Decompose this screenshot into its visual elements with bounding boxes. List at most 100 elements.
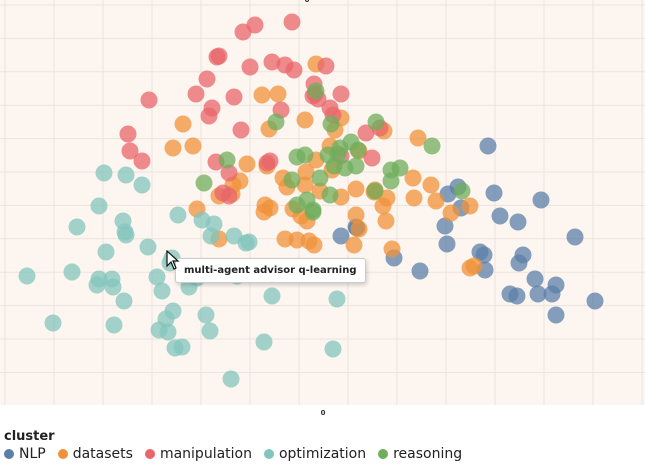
scatter-point[interactable]	[116, 223, 134, 241]
scatter-point[interactable]	[543, 285, 561, 303]
scatter-point[interactable]	[261, 152, 279, 170]
scatter-point[interactable]	[347, 180, 365, 198]
scatter-point[interactable]	[187, 85, 205, 103]
scatter-point[interactable]	[283, 13, 301, 31]
scatter-point[interactable]	[225, 88, 243, 106]
scatter-point[interactable]	[220, 164, 238, 182]
scatter-point[interactable]	[267, 113, 285, 131]
scatter-point[interactable]	[411, 262, 429, 280]
scatter-point[interactable]	[150, 321, 168, 339]
scatter-point[interactable]	[164, 139, 182, 157]
scatter-point[interactable]	[115, 292, 133, 310]
scatter-point[interactable]	[232, 121, 250, 139]
scatter-point[interactable]	[321, 99, 339, 117]
scatter-point[interactable]	[63, 263, 81, 281]
scatter-point[interactable]	[332, 227, 350, 245]
legend-item-manipulation[interactable]: manipulation	[144, 446, 252, 462]
scatter-point[interactable]	[321, 186, 339, 204]
scatter-point[interactable]	[285, 61, 303, 79]
scatter-point[interactable]	[547, 306, 565, 324]
scatter-point[interactable]	[200, 107, 218, 125]
scatter-point[interactable]	[225, 227, 243, 245]
scatter-point[interactable]	[383, 240, 401, 258]
scatter-point[interactable]	[405, 189, 423, 207]
scatter-point[interactable]	[510, 254, 528, 272]
scatter-point[interactable]	[311, 169, 329, 187]
scatter-point[interactable]	[586, 292, 604, 310]
scatter-point[interactable]	[377, 212, 395, 230]
scatter-point[interactable]	[208, 48, 226, 66]
scatter-point[interactable]	[324, 340, 342, 358]
scatter-point[interactable]	[283, 171, 301, 189]
scatter-point[interactable]	[222, 370, 240, 388]
scatter-point[interactable]	[173, 338, 191, 356]
scatter-point[interactable]	[297, 163, 315, 181]
scatter-point[interactable]	[88, 276, 106, 294]
scatter-point[interactable]	[363, 149, 381, 167]
scatter-point[interactable]	[263, 53, 281, 71]
scatter-point[interactable]	[409, 129, 427, 147]
scatter-point[interactable]	[240, 233, 258, 251]
scatter-point[interactable]	[296, 146, 314, 164]
scatter-point[interactable]	[529, 285, 547, 303]
scatter-point[interactable]	[202, 227, 220, 245]
scatter-point[interactable]	[526, 270, 544, 288]
scatter-point[interactable]	[317, 57, 335, 75]
scatter-point[interactable]	[253, 86, 271, 104]
scatter-point[interactable]	[44, 314, 62, 332]
scatter-point[interactable]	[305, 236, 323, 254]
scatter-point[interactable]	[422, 176, 440, 194]
scatter-point[interactable]	[169, 206, 187, 224]
scatter-point[interactable]	[442, 204, 460, 222]
scatter-point[interactable]	[201, 322, 219, 340]
scatter-point[interactable]	[423, 137, 441, 155]
scatter-point[interactable]	[148, 268, 166, 286]
scatter-point[interactable]	[121, 142, 139, 160]
scatter-point[interactable]	[269, 85, 287, 103]
scatter-point[interactable]	[367, 113, 385, 131]
scatter-point[interactable]	[255, 203, 273, 221]
scatter-point[interactable]	[104, 278, 122, 296]
scatter-point[interactable]	[347, 206, 365, 224]
scatter-point[interactable]	[255, 333, 273, 351]
scatter-point[interactable]	[345, 236, 363, 254]
scatter-point[interactable]	[438, 235, 456, 253]
scatter-point[interactable]	[234, 23, 252, 41]
scatter-point[interactable]	[307, 82, 325, 100]
scatter-point[interactable]	[133, 152, 151, 170]
scatter-point[interactable]	[263, 287, 281, 305]
scatter-point[interactable]	[288, 196, 306, 214]
scatter-point[interactable]	[328, 290, 346, 308]
scatter-point[interactable]	[566, 228, 584, 246]
scatter-point[interactable]	[220, 187, 238, 205]
scatter-point[interactable]	[349, 141, 367, 159]
scatter-point[interactable]	[508, 287, 526, 305]
scatter-point[interactable]	[90, 197, 108, 215]
scatter-point[interactable]	[436, 217, 454, 235]
legend-item-nlp[interactable]: NLP	[4, 446, 46, 462]
scatter-point[interactable]	[532, 191, 550, 209]
scatter-point[interactable]	[140, 91, 158, 109]
scatter-point[interactable]	[329, 145, 347, 163]
scatter-point[interactable]	[18, 267, 36, 285]
scatter-point[interactable]	[296, 111, 314, 129]
scatter-point[interactable]	[195, 174, 213, 192]
scatter-point[interactable]	[117, 166, 135, 184]
scatter-point[interactable]	[95, 164, 113, 182]
scatter-point[interactable]	[461, 259, 479, 277]
scatter-point[interactable]	[332, 85, 350, 103]
scatter-point[interactable]	[241, 58, 259, 76]
scatter-point[interactable]	[174, 115, 192, 133]
scatter-point[interactable]	[322, 115, 340, 133]
legend-item-optimization[interactable]: optimization	[263, 446, 366, 462]
scatter-point[interactable]	[153, 282, 171, 300]
scatter-point[interactable]	[391, 159, 409, 177]
scatter-point[interactable]	[197, 306, 215, 324]
scatter-point[interactable]	[366, 182, 384, 200]
scatter-point[interactable]	[97, 243, 115, 261]
scatter-point[interactable]	[347, 157, 365, 175]
scatter-point[interactable]	[238, 155, 256, 173]
scatter-point[interactable]	[491, 207, 509, 225]
scatter-point[interactable]	[357, 124, 375, 142]
scatter-point[interactable]	[485, 184, 503, 202]
